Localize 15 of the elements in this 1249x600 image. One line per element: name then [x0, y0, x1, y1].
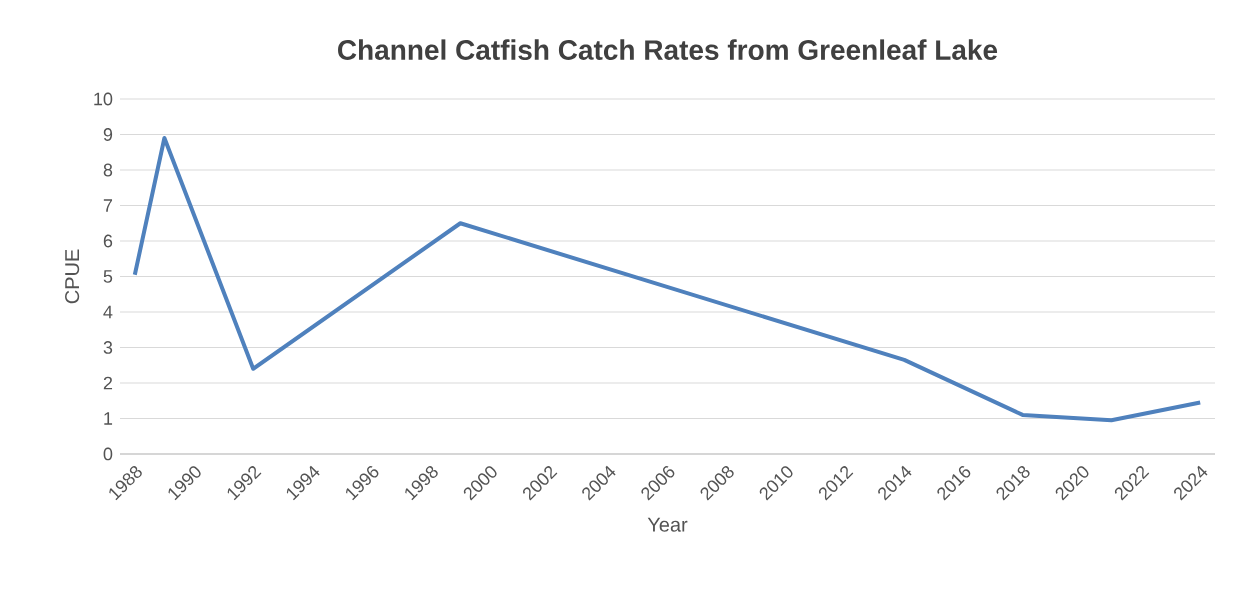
y-tick-label: 3 — [103, 341, 113, 354]
y-tick-label: 4 — [103, 305, 113, 319]
chart-title: Channel Catfish Catch Rates from Greenleaf Lake — [338, 39, 998, 60]
line-series — [132, 136, 1203, 423]
y-tick-label: 10 — [94, 92, 113, 106]
y-tick-label: 1 — [104, 412, 113, 425]
y-tick-label: 0 — [103, 447, 113, 461]
y-tick-label: 9 — [103, 128, 113, 141]
y-axis-title: CPUE — [65, 249, 80, 304]
y-tick-label: 8 — [103, 163, 113, 177]
y-tick-label: 7 — [103, 199, 113, 212]
x-axis-title: Year — [647, 517, 688, 532]
y-tick-label: 5 — [103, 270, 113, 283]
y-tick-label: 6 — [103, 234, 113, 248]
y-tick-label: 2 — [103, 376, 113, 390]
